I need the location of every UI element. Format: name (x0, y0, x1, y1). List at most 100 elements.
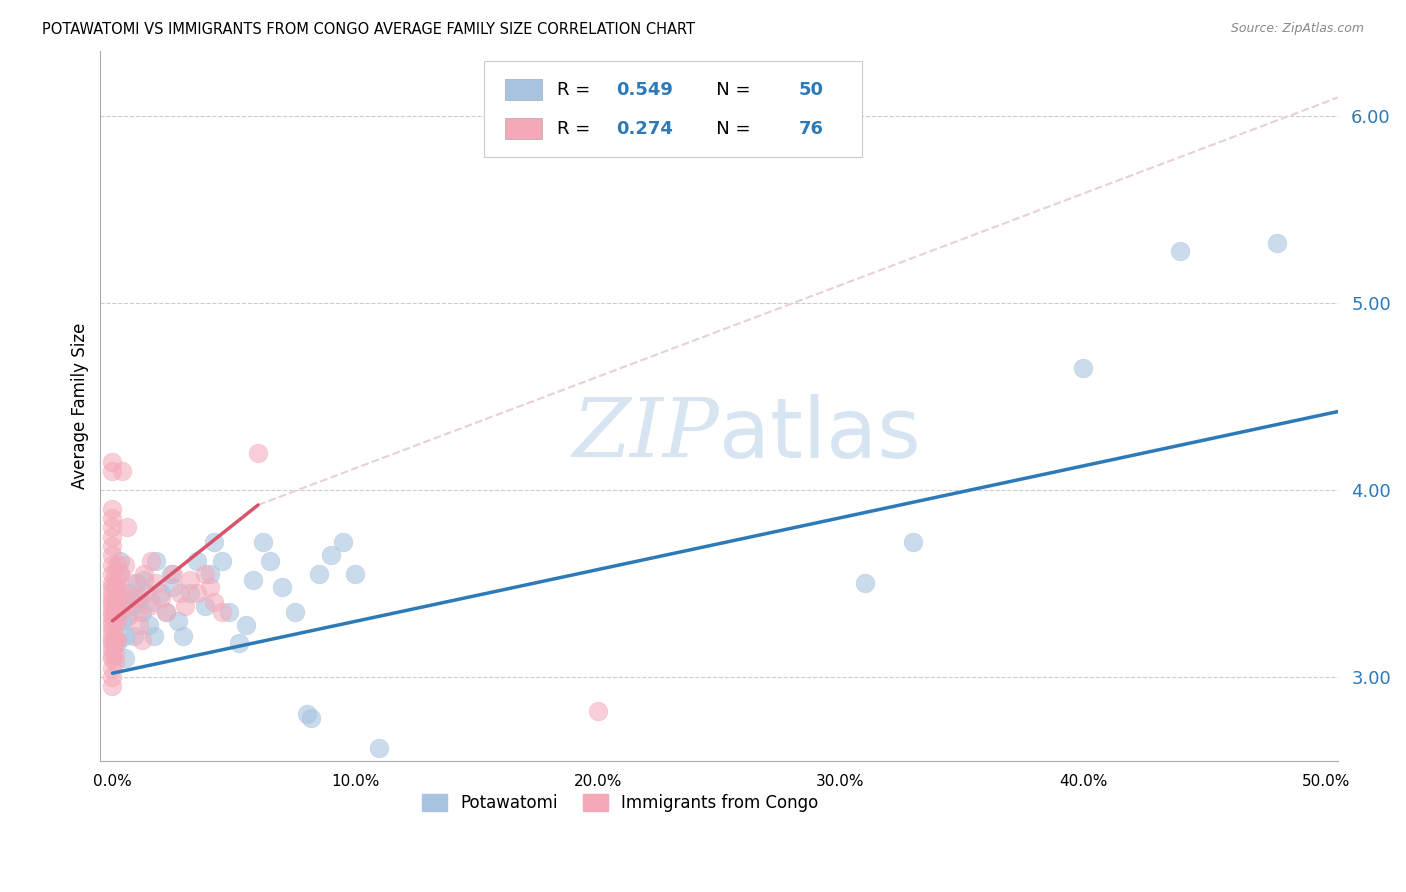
Point (131, 632, 153, 647)
Text: 0.549: 0.549 (616, 81, 673, 99)
Point (108, 567, 131, 582)
Point (145, 576, 167, 591)
FancyBboxPatch shape (505, 79, 543, 101)
Point (319, 549, 342, 563)
Point (104, 595, 127, 609)
Point (101, 580, 124, 594)
Point (179, 573, 201, 587)
Point (121, 576, 143, 591)
Point (115, 520, 138, 534)
Point (101, 511, 124, 525)
Point (101, 455, 124, 469)
Point (142, 629, 165, 643)
Point (114, 558, 136, 572)
Point (104, 655, 127, 669)
Point (174, 599, 197, 613)
Point (301, 711, 323, 725)
Point (125, 605, 148, 619)
Point (145, 554, 167, 568)
Point (104, 636, 127, 650)
Point (186, 586, 208, 600)
Point (1267, 236, 1289, 251)
Point (211, 554, 233, 568)
Point (172, 629, 194, 643)
Point (344, 567, 367, 582)
Text: R =: R = (557, 81, 596, 99)
Point (155, 605, 177, 619)
Point (132, 573, 155, 587)
Point (252, 535, 274, 549)
Point (295, 707, 318, 722)
Point (179, 586, 201, 600)
Point (105, 599, 128, 613)
Point (101, 586, 124, 600)
Point (194, 567, 217, 582)
FancyBboxPatch shape (505, 118, 543, 139)
Point (101, 549, 124, 563)
Point (101, 539, 124, 553)
Point (101, 632, 124, 647)
Point (108, 586, 131, 600)
Point (211, 605, 233, 619)
Point (125, 576, 148, 591)
Text: atlas: atlas (720, 393, 921, 475)
Point (101, 651, 124, 665)
Text: 76: 76 (799, 120, 824, 138)
Point (235, 617, 257, 632)
Point (111, 614, 134, 628)
Point (138, 617, 160, 632)
Point (101, 679, 124, 693)
Text: Source: ZipAtlas.com: Source: ZipAtlas.com (1230, 22, 1364, 36)
Point (101, 520, 124, 534)
Text: ZIP: ZIP (572, 394, 720, 475)
Point (141, 554, 163, 568)
Point (104, 614, 127, 628)
Point (124, 591, 146, 606)
Point (105, 576, 128, 591)
Point (105, 591, 128, 606)
Point (101, 501, 124, 516)
Point (141, 595, 163, 609)
Point (162, 580, 184, 594)
Point (101, 670, 124, 684)
Point (104, 629, 127, 643)
Point (104, 605, 127, 619)
Point (111, 464, 134, 478)
Text: N =: N = (699, 81, 756, 99)
Point (101, 464, 124, 478)
FancyBboxPatch shape (484, 62, 862, 157)
Point (162, 567, 184, 582)
Point (198, 567, 221, 582)
Point (155, 605, 177, 619)
Point (186, 554, 208, 568)
Point (1071, 361, 1094, 376)
Point (121, 599, 143, 613)
Point (132, 567, 155, 582)
Point (586, 704, 609, 718)
Point (308, 567, 330, 582)
Point (108, 554, 131, 568)
Point (101, 629, 124, 643)
Point (138, 599, 160, 613)
Point (101, 591, 124, 606)
Point (202, 595, 225, 609)
Point (111, 591, 134, 606)
Point (118, 586, 141, 600)
Text: R =: R = (557, 120, 596, 138)
Point (101, 595, 124, 609)
Point (150, 586, 173, 600)
Legend: Potawatomi, Immigrants from Congo: Potawatomi, Immigrants from Congo (418, 789, 824, 817)
Point (853, 576, 876, 591)
Point (242, 573, 264, 587)
Point (194, 599, 217, 613)
Point (114, 651, 136, 665)
Point (101, 636, 124, 650)
Point (101, 617, 124, 632)
Point (159, 567, 181, 582)
Point (108, 567, 131, 582)
Point (101, 608, 124, 623)
Point (218, 605, 240, 619)
Point (115, 610, 138, 624)
Point (169, 586, 191, 600)
Point (105, 636, 128, 650)
